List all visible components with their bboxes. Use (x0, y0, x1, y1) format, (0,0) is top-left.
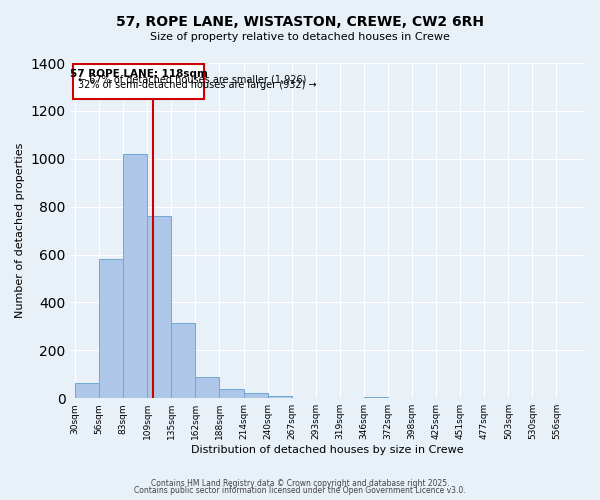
X-axis label: Distribution of detached houses by size in Crewe: Distribution of detached houses by size … (191, 445, 464, 455)
Bar (244, 394, 268, 398)
Text: 57 ROPE LANE: 118sqm: 57 ROPE LANE: 118sqm (70, 68, 208, 78)
Bar (123, 154, 147, 398)
Text: Contains public sector information licensed under the Open Government Licence v3: Contains public sector information licen… (134, 486, 466, 495)
Text: 57, ROPE LANE, WISTASTON, CREWE, CW2 6RH: 57, ROPE LANE, WISTASTON, CREWE, CW2 6RH (116, 15, 484, 29)
Bar (220, 388, 244, 398)
Text: 32% of semi-detached houses are larger (932) →: 32% of semi-detached houses are larger (… (77, 80, 316, 90)
Bar (75, 382, 99, 398)
Bar (147, 216, 171, 398)
Text: ← 67% of detached houses are smaller (1,926): ← 67% of detached houses are smaller (1,… (77, 74, 306, 85)
Bar (196, 376, 220, 398)
Bar (364, 397, 388, 398)
Bar (171, 323, 196, 398)
Bar (268, 396, 292, 398)
Text: Size of property relative to detached houses in Crewe: Size of property relative to detached ho… (150, 32, 450, 42)
Bar (99, 260, 123, 398)
FancyBboxPatch shape (73, 64, 204, 100)
Text: Contains HM Land Registry data © Crown copyright and database right 2025.: Contains HM Land Registry data © Crown c… (151, 478, 449, 488)
Y-axis label: Number of detached properties: Number of detached properties (15, 143, 25, 318)
